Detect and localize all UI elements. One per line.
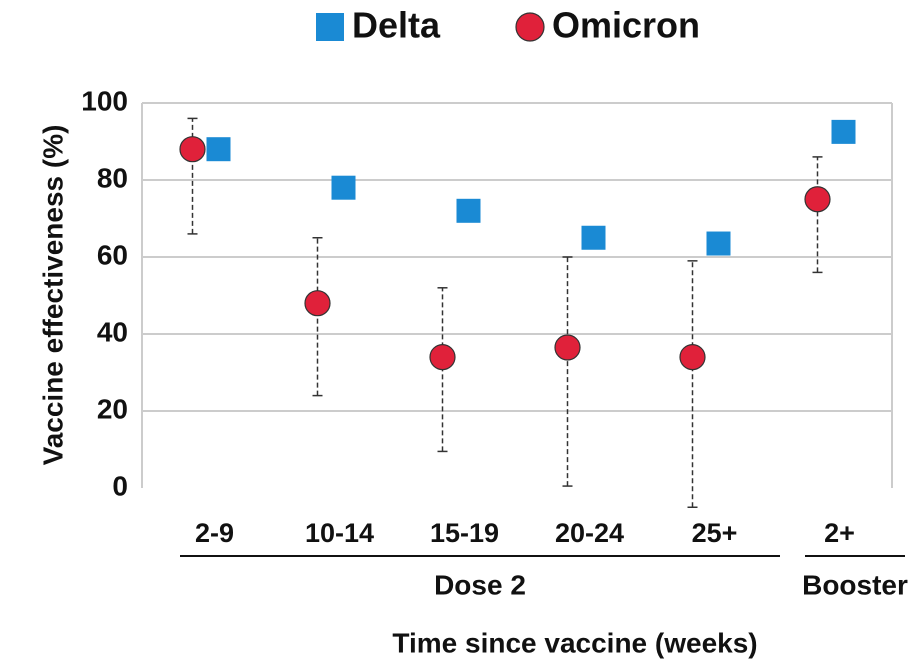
y-tick-label: 40	[97, 316, 128, 347]
x-tick-label: 20-24	[555, 518, 624, 548]
group-label: Dose 2	[434, 569, 526, 600]
legend-marker	[316, 13, 344, 41]
point	[304, 290, 331, 317]
x-tick-label: 10-14	[305, 518, 374, 548]
point	[831, 119, 856, 144]
legend-marker	[515, 12, 545, 42]
y-tick-label: 20	[97, 393, 128, 424]
legend-label: Omicron	[552, 5, 700, 46]
x-tick-label: 2+	[824, 518, 855, 548]
point	[456, 198, 481, 223]
point	[706, 231, 731, 256]
point	[804, 186, 831, 213]
x-tick-label: 15-19	[430, 518, 499, 548]
x-tick-label: 25+	[692, 518, 738, 548]
y-tick-label: 100	[81, 85, 128, 116]
y-tick-label: 60	[97, 239, 128, 270]
legend-label: Delta	[352, 5, 441, 46]
point	[581, 225, 606, 250]
x-tick-label: 2-9	[195, 518, 234, 548]
point	[331, 175, 356, 200]
point	[206, 137, 231, 162]
group-label: Booster	[802, 569, 908, 600]
x-axis-label: Time since vaccine (weeks)	[392, 627, 757, 658]
point	[429, 344, 456, 371]
point	[679, 344, 706, 371]
y-tick-label: 0	[112, 470, 128, 501]
y-axis-label: Vaccine effectiveness (%)	[37, 125, 68, 466]
point	[179, 136, 206, 163]
y-tick-label: 80	[97, 162, 128, 193]
point	[554, 334, 581, 361]
